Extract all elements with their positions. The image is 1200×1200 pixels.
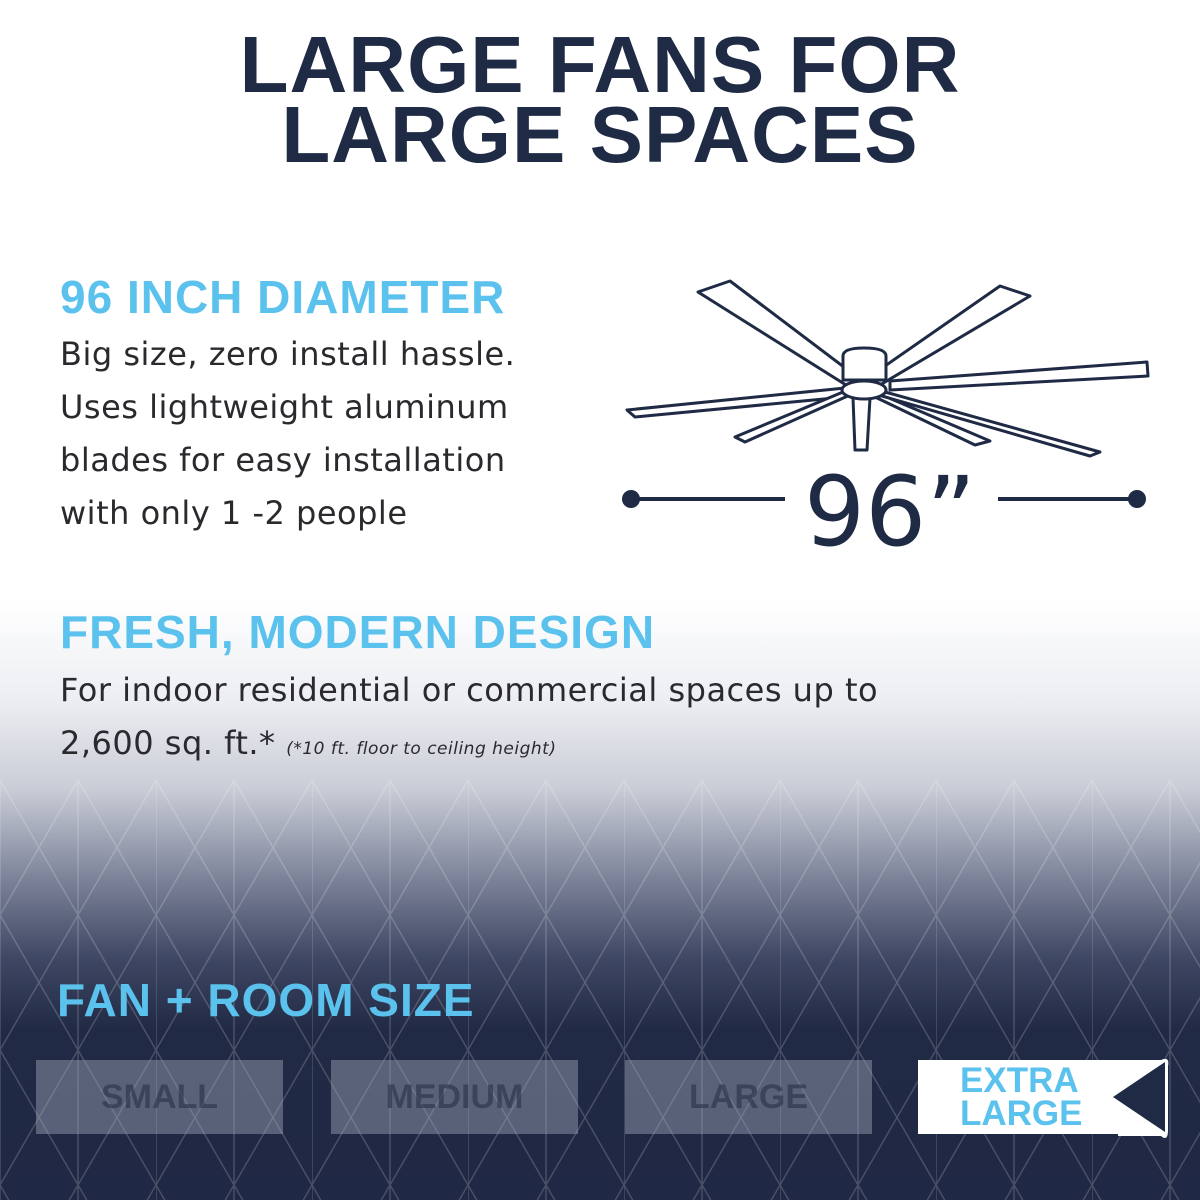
selected-label-line2: LARGE [960, 1094, 1083, 1133]
size-option-medium: MEDIUM [331, 1060, 578, 1134]
selected-pointer-icon [1113, 1058, 1169, 1138]
page-title-line1: LARGE FANS FOR [239, 20, 961, 109]
text-line: 2,600 sq. ft.* (*10 ft. floor to ceiling… [60, 717, 878, 776]
selected-label-line1: EXTRA [960, 1061, 1079, 1100]
area-text: 2,600 sq. ft.* [60, 724, 276, 762]
size-option-large: LARGE [625, 1060, 872, 1134]
text-line: blades for easy installation [60, 441, 506, 479]
text-line: For indoor residential or commercial spa… [60, 671, 879, 709]
size-option-small: SMALL [36, 1060, 283, 1134]
text-line: Big size, zero install hassle. [60, 335, 516, 373]
text-line: with only 1 -2 people [60, 494, 408, 532]
design-heading: FRESH, MODERN DESIGN [60, 606, 656, 658]
size-option-extra-large-selected: EXTRA LARGE [918, 1060, 1118, 1134]
size-heading: FAN + ROOM SIZE [57, 974, 475, 1026]
text-line: Uses lightweight aluminum [60, 388, 509, 426]
dimension-label: 96” [804, 456, 976, 568]
page-title-line2: LARGE SPACES [281, 90, 919, 179]
diameter-description: Big size, zero install hassle. Uses ligh… [60, 328, 515, 540]
footnote: (*10 ft. floor to ceiling height) [286, 739, 557, 759]
diameter-heading: 96 INCH DIAMETER [60, 271, 506, 323]
design-description: For indoor residential or commercial spa… [60, 664, 878, 776]
ceiling-fan-icon: 96” [622, 279, 1150, 568]
